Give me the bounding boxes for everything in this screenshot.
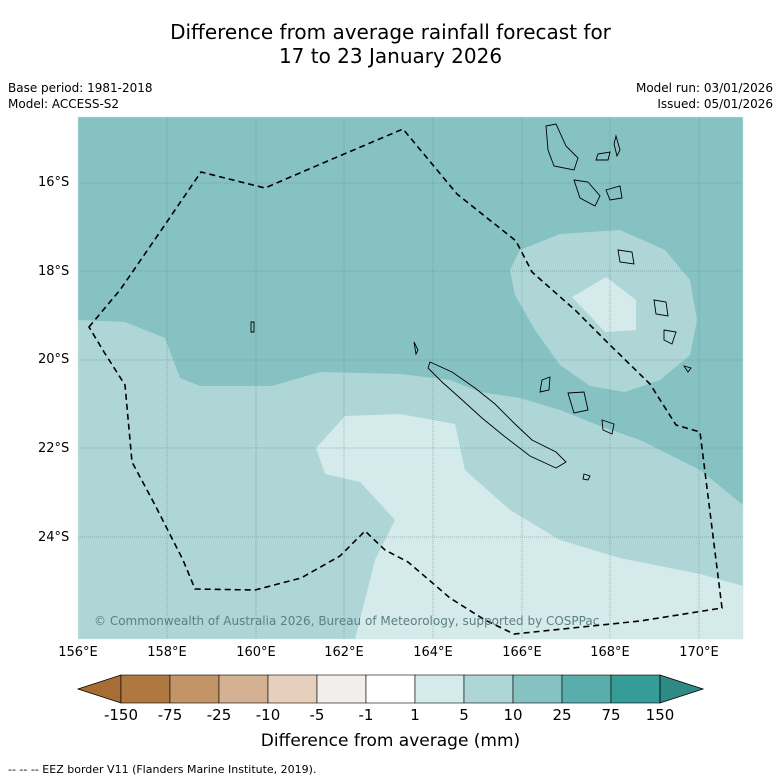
base-period: Base period: 1981-2018 bbox=[8, 81, 153, 95]
colorbar bbox=[76, 674, 705, 704]
lon-label-158e: 158°E bbox=[147, 645, 187, 660]
colorbar-swatch bbox=[218, 674, 269, 704]
vanuatu-island-coast bbox=[682, 365, 692, 373]
graticule bbox=[78, 117, 743, 639]
vanuatu-island-coast bbox=[653, 299, 669, 317]
colorbar-min-arrow bbox=[76, 674, 122, 704]
eez-border bbox=[88, 128, 723, 635]
colorbar-swatch bbox=[120, 674, 171, 704]
colorbar-tick: -10 bbox=[255, 706, 281, 724]
lon-label-166e: 166°E bbox=[502, 645, 542, 660]
lat-label-22s: 22°S bbox=[38, 441, 70, 456]
new-caledonia-coast bbox=[427, 361, 567, 469]
map-frame bbox=[77, 116, 744, 640]
vanuatu-island-coast bbox=[617, 249, 635, 265]
colorbar-tick: -1 bbox=[358, 706, 374, 724]
colorbar-tick: 25 bbox=[552, 706, 572, 724]
vanuatu-island-coast bbox=[595, 151, 611, 161]
eez-legend-note: -- -- -- EEZ border V11 (Flanders Marine… bbox=[8, 763, 317, 776]
lon-label-162e: 162°E bbox=[324, 645, 364, 660]
belep-islets-coast bbox=[413, 341, 419, 356]
issued-date: Issued: 05/01/2026 bbox=[657, 97, 773, 111]
colorbar-tick: -25 bbox=[206, 706, 232, 724]
colorbar-tick: -150 bbox=[103, 706, 139, 724]
colorbar-tick: -75 bbox=[157, 706, 183, 724]
colorbar-swatch bbox=[512, 674, 563, 704]
isle-of-pines-coast bbox=[582, 473, 591, 481]
map-title-line1: Difference from average rainfall forecas… bbox=[170, 20, 611, 44]
map-title-line2: 17 to 23 January 2026 bbox=[278, 44, 503, 68]
map-plot-area bbox=[78, 117, 743, 639]
model-name: Model: ACCESS-S2 bbox=[8, 97, 120, 111]
loyalty-island-coast bbox=[567, 391, 589, 414]
model-run: Model run: 03/01/2026 bbox=[635, 81, 773, 95]
loyalty-island-coast bbox=[539, 376, 551, 393]
coastlines bbox=[250, 123, 692, 481]
lon-label-170e: 170°E bbox=[679, 645, 719, 660]
lon-label-156e: 156°E bbox=[58, 645, 98, 660]
vanuatu-island-coast bbox=[545, 123, 579, 171]
vanuatu-island-coast bbox=[605, 185, 623, 201]
lon-label-160e: 160°E bbox=[236, 645, 276, 660]
colorbar-tick: -5 bbox=[309, 706, 325, 724]
lat-label-24s: 24°S bbox=[38, 530, 70, 545]
region-1-5mm-south bbox=[316, 414, 743, 639]
colorbar-max-arrow bbox=[659, 674, 705, 704]
colorbar-swatch bbox=[365, 674, 416, 704]
colorbar-swatch bbox=[169, 674, 220, 704]
copyright-notice: © Commonwealth of Australia 2026, Bureau… bbox=[94, 614, 600, 628]
colorbar-tick: 150 bbox=[645, 706, 675, 724]
vanuatu-island-coast bbox=[663, 329, 677, 345]
region-1-5mm-northeast bbox=[572, 277, 636, 332]
colorbar-tick: 10 bbox=[503, 706, 523, 724]
colorbar-swatch bbox=[463, 674, 514, 704]
colorbar-tick: 75 bbox=[601, 706, 621, 724]
colorbar-swatch bbox=[561, 674, 612, 704]
colorbar-tick: 1 bbox=[410, 706, 420, 724]
vanuatu-island-coast bbox=[613, 134, 621, 158]
vanuatu-island-coast bbox=[573, 179, 601, 207]
colorbar-tick: 5 bbox=[459, 706, 469, 724]
colorbar-swatch bbox=[414, 674, 465, 704]
lon-label-164e: 164°E bbox=[413, 645, 453, 660]
colorbar-swatch bbox=[316, 674, 367, 704]
lat-label-18s: 18°S bbox=[38, 264, 70, 279]
solitary-islet-coast bbox=[250, 321, 255, 333]
loyalty-island-coast bbox=[601, 419, 615, 435]
lon-label-168e: 168°E bbox=[590, 645, 630, 660]
colorbar-swatch bbox=[610, 674, 661, 704]
lat-label-16s: 16°S bbox=[38, 175, 70, 190]
colorbar-swatch bbox=[267, 674, 318, 704]
colorbar-title: Difference from average (mm) bbox=[260, 731, 521, 751]
lat-label-20s: 20°S bbox=[38, 352, 70, 367]
